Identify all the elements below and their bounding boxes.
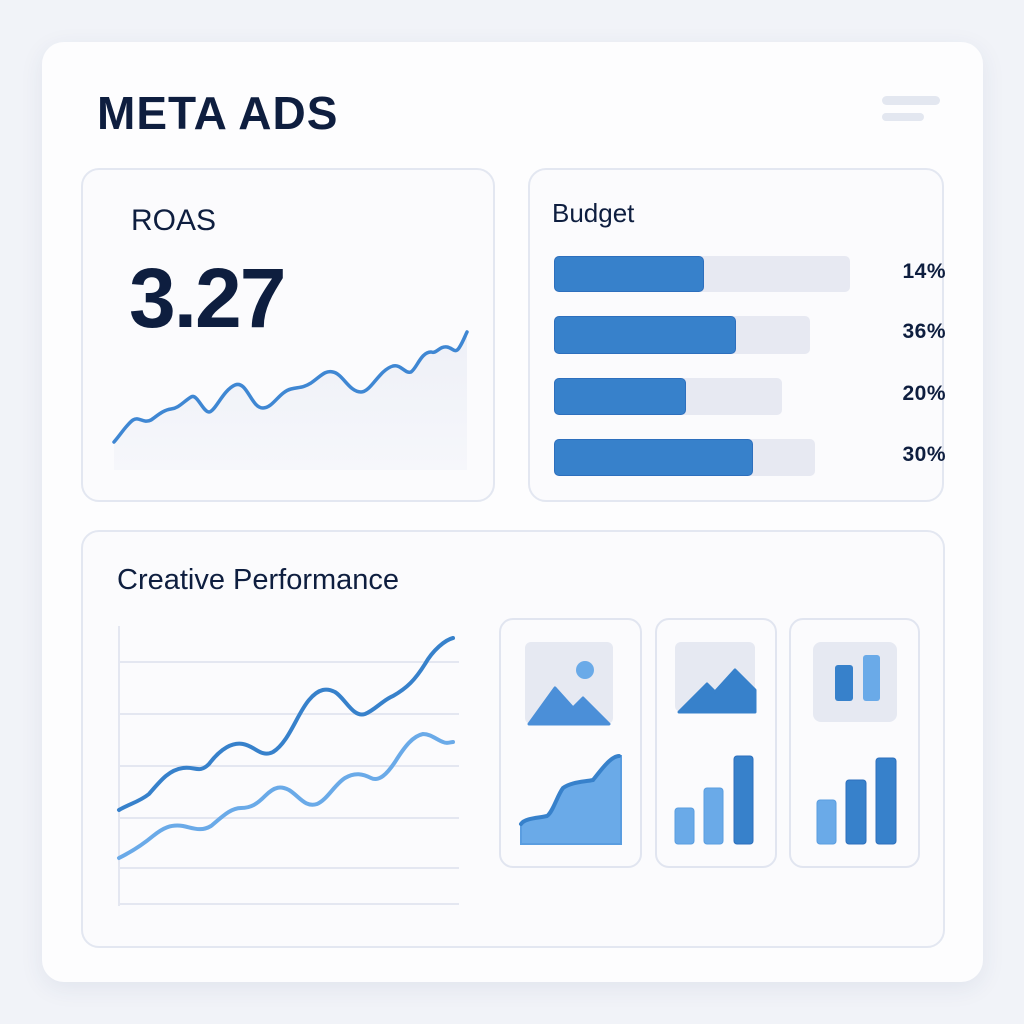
budget-title: Budget (552, 198, 635, 228)
budget-row: 30% (554, 439, 954, 476)
budget-card: Budget 14% 36% 20% 30% (528, 168, 946, 502)
menu-line (882, 96, 940, 105)
creative-tile[interactable] (499, 618, 642, 868)
budget-row: 14% (554, 256, 954, 292)
bar-chart-icon (816, 757, 897, 845)
roas-area-chart (112, 330, 469, 470)
budget-bar-fill (554, 439, 753, 476)
budget-bar-fill (554, 256, 704, 292)
creative-tile[interactable] (789, 618, 920, 868)
area-chart-icon (519, 754, 622, 845)
budget-bar-fill (554, 378, 686, 415)
budget-bar-fill (554, 316, 736, 354)
roas-label: ROAS (131, 204, 217, 237)
creative-line-chart (117, 626, 459, 906)
creative-performance-title: Creative Performance (117, 564, 400, 596)
roas-card: ROAS 3.27 (81, 168, 495, 502)
budget-percentage: 36% (902, 320, 946, 343)
budget-percentage: 30% (902, 443, 946, 466)
budget-percentage: 20% (902, 382, 946, 405)
page-title: META ADS (97, 87, 339, 139)
image-placeholder-icon (525, 642, 613, 726)
menu-line (882, 113, 924, 121)
creative-tile[interactable] (655, 618, 777, 868)
hamburger-menu-icon[interactable] (882, 96, 940, 122)
budget-percentage: 14% (902, 260, 946, 283)
bar-chart-thumbnail-icon (813, 642, 897, 722)
roas-value: 3.27 (129, 251, 286, 345)
mountain-image-icon (675, 642, 757, 714)
bar-chart-icon (674, 755, 754, 845)
budget-row: 36% (554, 316, 954, 354)
creative-performance-card: Creative Performance (81, 530, 945, 948)
budget-row: 20% (554, 378, 954, 415)
